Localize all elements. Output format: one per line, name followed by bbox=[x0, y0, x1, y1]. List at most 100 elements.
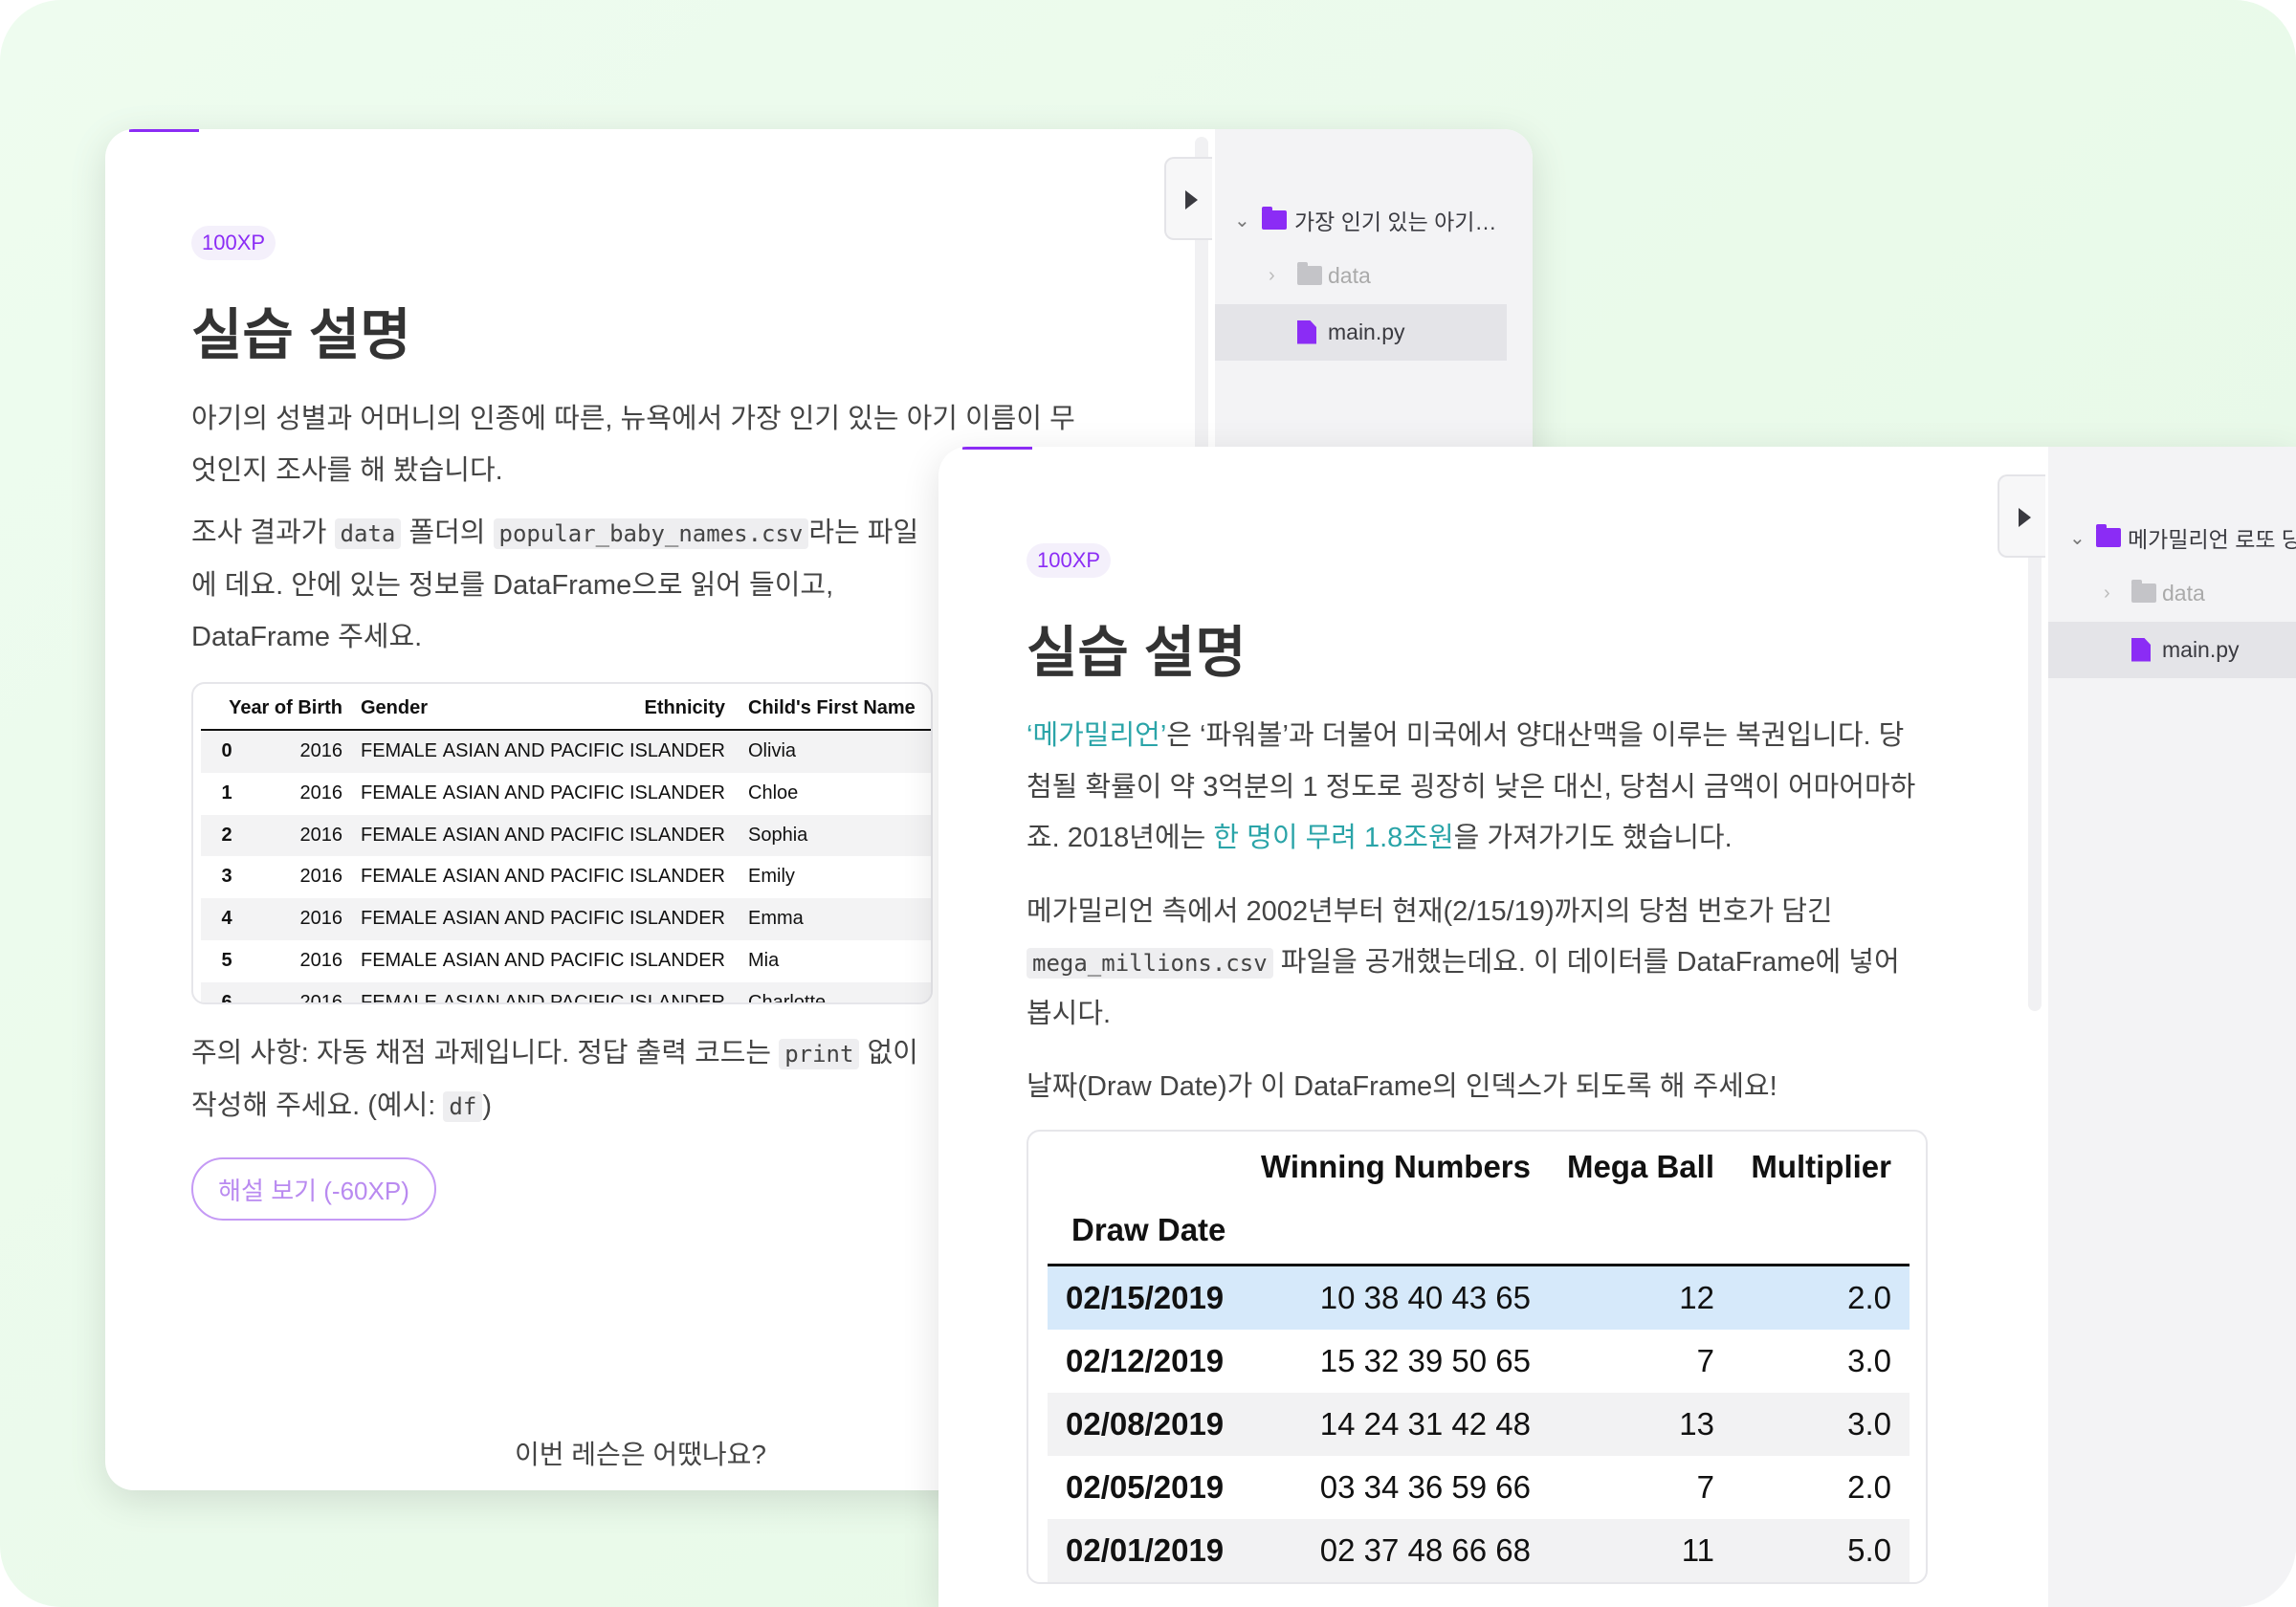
file-icon bbox=[1297, 319, 1316, 344]
table-row bbox=[201, 940, 931, 982]
tree-label: 가장 인기 있는 아기… bbox=[1294, 209, 1497, 234]
table-row bbox=[1048, 1266, 1910, 1330]
scrollbar[interactable] bbox=[2028, 475, 2042, 1011]
cell-multiplier: 2.0 bbox=[1847, 1280, 1891, 1315]
column-header: Year of Birth bbox=[229, 697, 342, 718]
inline-code: data bbox=[334, 518, 402, 549]
cell-name: Olivia bbox=[748, 740, 797, 761]
index-header: Draw Date bbox=[1071, 1212, 1226, 1247]
cell-winning-numbers: 10 38 40 43 65 bbox=[1319, 1280, 1531, 1315]
note-paragraph: 주의 사항: 자동 채점 과제입니다. 정답 출력 코드는 print 없이 작… bbox=[191, 1027, 938, 1133]
cell-name: Charlotte bbox=[748, 991, 827, 1004]
inline-code: print bbox=[779, 1039, 860, 1069]
tree-item-data-folder[interactable]: › data bbox=[1215, 248, 1533, 303]
dataframe-preview-table: Year of Birth Gender Ethnicity Child's Firs… bbox=[191, 682, 933, 1004]
text: 주세요. bbox=[338, 622, 423, 652]
tree-item-data-folder[interactable]: › data bbox=[2048, 565, 2296, 621]
cell-year: 2016 bbox=[299, 866, 343, 888]
text: 을 가져가기도 했습니다. bbox=[1453, 823, 1733, 853]
cell-multiplier: 2.0 bbox=[1847, 1469, 1891, 1505]
header-rule bbox=[201, 729, 931, 731]
tree-label: 메가밀리언 로또 당 bbox=[2128, 527, 2296, 552]
tree-item-root-folder[interactable]: ⌄ 메가밀리언 로또 당 bbox=[2048, 510, 2296, 565]
cell-name: Mia bbox=[748, 950, 780, 971]
cell-gender: FEMALE bbox=[361, 950, 438, 971]
description-line: 메가밀리언 측에서 2002년부터 현재(2/15/19)까지의 당첨 번호가 … bbox=[1027, 896, 1833, 927]
table-row bbox=[1048, 1519, 1910, 1582]
toggle-sidebar-button[interactable] bbox=[1164, 157, 1212, 240]
cell-mega-ball: 13 bbox=[1679, 1406, 1714, 1442]
cell-draw-date: 02/12/2019 bbox=[1066, 1343, 1225, 1378]
cell-year: 2016 bbox=[299, 908, 343, 930]
table-row bbox=[201, 772, 931, 815]
tree-label: main.py bbox=[1328, 319, 1405, 344]
tree-label: main.py bbox=[2162, 636, 2240, 662]
row-index: 5 bbox=[221, 950, 232, 971]
cell-winning-numbers: 02 37 48 66 68 bbox=[1319, 1532, 1531, 1568]
tree-item-root-folder[interactable]: ⌄ 가장 인기 있는 아기… bbox=[1215, 192, 1533, 248]
view-solution-button[interactable]: 해설 보기 (-60XP) bbox=[191, 1157, 436, 1221]
text: 요. (예시: bbox=[326, 1090, 436, 1121]
text: 죠. 2018년에는 bbox=[1027, 823, 1206, 853]
cell-ethnicity: ASIAN AND PACIFIC ISLANDER bbox=[442, 781, 725, 804]
description-line: 첨될 확률이 약 3억분의 1 정도로 굉장히 낮은 대신, 당첨시 금액이 어… bbox=[1027, 772, 1916, 803]
cell-name: Emma bbox=[748, 908, 804, 930]
instruction-line: 날짜(Draw Date)가 이 DataFrame의 인덱스가 되도록 해 주… bbox=[1027, 1071, 1777, 1102]
column-header: Mega Ball bbox=[1566, 1149, 1714, 1184]
text: 조사 결과가 bbox=[191, 517, 327, 548]
cell-mega-ball: 12 bbox=[1679, 1280, 1714, 1315]
tree-item-main-py[interactable]: main.py bbox=[2048, 622, 2296, 677]
description-line: mega_millions.csv 파일을 공개했는데요. 이 데이터를 Dat… bbox=[1027, 939, 1900, 980]
text: 은 ‘파워볼’과 더불어 미국에서 양대산맥을 이루는 복권입니다. 당 bbox=[1166, 720, 1905, 751]
cell-year: 2016 bbox=[299, 824, 343, 846]
xp-badge: 100XP bbox=[191, 226, 276, 260]
xp-badge: 100XP bbox=[1027, 543, 1112, 578]
table-row bbox=[1048, 1393, 1910, 1456]
cell-gender: FEMALE bbox=[361, 781, 438, 804]
table-row bbox=[201, 731, 931, 773]
tree-item-main-py[interactable]: main.py bbox=[1215, 304, 1507, 360]
cell-name: Chloe bbox=[748, 781, 799, 804]
row-index: 0 bbox=[221, 740, 232, 761]
folder-icon bbox=[2096, 524, 2121, 547]
description-line: 엇인지 조사를 해 봤습니다. bbox=[191, 455, 503, 486]
folder-icon bbox=[1262, 207, 1287, 230]
row-index: 2 bbox=[221, 824, 232, 846]
inline-code: mega_millions.csv bbox=[1027, 948, 1273, 979]
cell-multiplier: 5.0 bbox=[1847, 1532, 1891, 1568]
text: 주의 사항: 자동 채점 과제입니다. 정답 출력 코드는 bbox=[191, 1038, 772, 1068]
lesson-body: 조사 결과가 data 폴더의 popular_baby_names.csv 라는… bbox=[191, 507, 938, 1221]
folder-icon bbox=[1297, 262, 1322, 285]
file-tree-sidebar: ⌄ 메가밀리언 로또 당 › data main.py bbox=[2048, 447, 2296, 1607]
link-mega-millions[interactable]: ‘메가밀리언’ bbox=[1027, 720, 1167, 751]
description-line: 죠. 2018년에는 한 명이 무려 1.8조원을 가져가기도 했습니다. bbox=[1027, 815, 1733, 855]
link-jackpot[interactable]: 한 명이 무려 1.8조원 bbox=[1213, 823, 1454, 853]
inline-code: popular_baby_names.csv bbox=[493, 518, 809, 549]
folder-icon bbox=[2131, 580, 2156, 603]
cell-gender: FEMALE bbox=[361, 740, 438, 761]
cell-year: 2016 bbox=[299, 950, 343, 971]
feedback-prompt[interactable]: 이번 레슨은 어땠나요? bbox=[515, 1440, 766, 1469]
text: 라는 파일에 bbox=[191, 517, 919, 601]
column-header: Child's First Name bbox=[748, 697, 916, 718]
text: 폴더의 bbox=[408, 517, 486, 548]
text: 없이 작성해 주세 bbox=[191, 1038, 918, 1121]
chevron-right-icon: › bbox=[1269, 264, 1275, 286]
text: 파일을 공개했는데요. 이 데이터를 DataFrame에 넣어 bbox=[1280, 947, 1900, 978]
toggle-sidebar-button[interactable] bbox=[1998, 474, 2045, 558]
progress-accent bbox=[129, 129, 199, 132]
cell-year: 2016 bbox=[299, 740, 343, 761]
description-paragraph: 조사 결과가 data 폴더의 popular_baby_names.csv 라는… bbox=[191, 507, 938, 663]
page-title: 실습 설명 bbox=[191, 304, 411, 366]
cell-year: 2016 bbox=[299, 781, 343, 804]
description-line: ‘메가밀리언’은 ‘파워볼’과 더불어 미국에서 양대산맥을 이루는 복권입니다… bbox=[1027, 713, 1904, 753]
row-index: 6 bbox=[221, 991, 232, 1004]
cell-gender: FEMALE bbox=[361, 991, 438, 1004]
cell-mega-ball: 7 bbox=[1696, 1343, 1714, 1378]
chevron-right-icon: › bbox=[2104, 582, 2110, 604]
cell-gender: FEMALE bbox=[361, 866, 438, 888]
cell-ethnicity: ASIAN AND PACIFIC ISLANDER bbox=[442, 950, 725, 971]
selected-row-highlight bbox=[1215, 304, 1507, 361]
table-row bbox=[201, 898, 931, 941]
